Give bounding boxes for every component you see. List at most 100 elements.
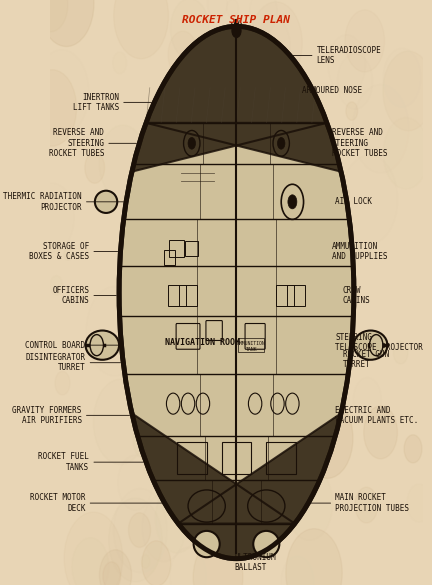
Text: STORAGE OF
BOXES & CASES: STORAGE OF BOXES & CASES xyxy=(29,242,89,261)
Text: TELERADIOSCOPE
LENS: TELERADIOSCOPE LENS xyxy=(317,46,381,66)
Circle shape xyxy=(30,183,74,252)
Circle shape xyxy=(118,455,153,510)
Bar xyxy=(164,250,175,264)
Text: AMMUNITION
TANK: AMMUNITION TANK xyxy=(237,341,266,352)
Bar xyxy=(177,442,206,474)
Circle shape xyxy=(281,556,314,585)
Circle shape xyxy=(140,233,187,308)
Text: MAIN ROCKET
PROJECTION TUBES: MAIN ROCKET PROJECTION TUBES xyxy=(335,493,409,513)
Bar xyxy=(185,241,198,256)
Text: STEERING
TELESCOPE PROJECTOR: STEERING TELESCOPE PROJECTOR xyxy=(335,332,423,352)
Circle shape xyxy=(122,207,140,235)
Circle shape xyxy=(353,377,381,422)
Circle shape xyxy=(85,152,105,183)
Text: DISINTEGRATOR
TURRET: DISINTEGRATOR TURRET xyxy=(25,353,86,373)
Bar xyxy=(276,285,294,306)
Text: AMMUNITION
AND SUPPLIES: AMMUNITION AND SUPPLIES xyxy=(331,242,387,261)
Circle shape xyxy=(193,538,243,585)
Circle shape xyxy=(195,354,229,406)
Text: ROCKET FUEL
TANKS: ROCKET FUEL TANKS xyxy=(38,452,89,472)
Circle shape xyxy=(294,322,325,370)
Ellipse shape xyxy=(119,26,354,559)
Circle shape xyxy=(90,335,103,356)
Text: REVERSE AND
STEERING
ROCKET TUBES: REVERSE AND STEERING ROCKET TUBES xyxy=(331,129,387,158)
Text: ROCKET GUN
TURRET: ROCKET GUN TURRET xyxy=(343,350,389,370)
Bar xyxy=(222,442,251,474)
Circle shape xyxy=(152,232,162,247)
Bar xyxy=(168,285,186,306)
Text: ROCKET SHIP PLAN: ROCKET SHIP PLAN xyxy=(182,15,290,26)
Circle shape xyxy=(353,85,409,173)
Bar xyxy=(179,285,197,306)
Circle shape xyxy=(206,407,216,422)
Circle shape xyxy=(174,130,233,222)
Circle shape xyxy=(99,125,147,199)
Circle shape xyxy=(142,494,185,562)
Text: ARMOURED NOSE: ARMOURED NOSE xyxy=(302,86,362,95)
Circle shape xyxy=(407,484,431,522)
Bar xyxy=(266,442,296,474)
Text: CONTROL BOARD: CONTROL BOARD xyxy=(25,340,86,350)
Bar xyxy=(287,285,305,306)
Circle shape xyxy=(302,398,353,479)
Text: CREW
CABINS: CREW CABINS xyxy=(343,285,370,305)
Circle shape xyxy=(228,373,257,419)
Ellipse shape xyxy=(95,191,117,213)
Circle shape xyxy=(218,144,261,212)
Circle shape xyxy=(114,488,167,573)
Text: AIR LOCK: AIR LOCK xyxy=(335,197,372,207)
Text: INERTRON
LIFT TANKS: INERTRON LIFT TANKS xyxy=(73,92,119,112)
Circle shape xyxy=(227,0,238,18)
Circle shape xyxy=(207,0,227,19)
Text: THERMIC RADIATION
PROJECTOR: THERMIC RADIATION PROJECTOR xyxy=(3,192,82,212)
Circle shape xyxy=(72,538,109,585)
Circle shape xyxy=(168,31,198,78)
Text: ROCKET MOTOR
DECK: ROCKET MOTOR DECK xyxy=(30,493,86,513)
Text: NAVIGATION ROOM: NAVIGATION ROOM xyxy=(165,338,241,347)
Circle shape xyxy=(142,541,171,585)
Circle shape xyxy=(267,81,288,114)
Circle shape xyxy=(168,412,208,475)
Circle shape xyxy=(258,373,308,451)
Circle shape xyxy=(55,371,70,395)
Circle shape xyxy=(393,341,408,364)
Circle shape xyxy=(154,251,175,284)
Bar xyxy=(169,240,184,257)
Circle shape xyxy=(171,0,209,59)
Circle shape xyxy=(277,137,285,149)
Circle shape xyxy=(404,435,422,463)
Circle shape xyxy=(188,137,196,149)
Circle shape xyxy=(170,548,206,585)
Circle shape xyxy=(341,155,398,244)
Circle shape xyxy=(99,550,132,585)
Ellipse shape xyxy=(354,331,388,360)
Circle shape xyxy=(156,484,199,553)
Text: GRAVITY FORMERS
AIR PURIFIERS: GRAVITY FORMERS AIR PURIFIERS xyxy=(13,405,82,425)
Ellipse shape xyxy=(86,331,119,360)
Circle shape xyxy=(256,19,290,73)
Polygon shape xyxy=(132,414,341,559)
Circle shape xyxy=(369,335,383,356)
Circle shape xyxy=(383,49,421,107)
Circle shape xyxy=(114,0,168,58)
Circle shape xyxy=(165,273,176,290)
Polygon shape xyxy=(132,26,341,171)
Circle shape xyxy=(197,496,236,557)
Circle shape xyxy=(149,113,194,184)
Circle shape xyxy=(196,164,232,220)
Circle shape xyxy=(286,529,342,585)
Circle shape xyxy=(39,0,94,46)
Circle shape xyxy=(141,555,150,568)
Circle shape xyxy=(250,0,277,33)
Circle shape xyxy=(383,51,432,130)
Circle shape xyxy=(113,52,127,74)
Text: OFFICERS
CABINS: OFFICERS CABINS xyxy=(52,285,89,305)
Circle shape xyxy=(232,23,241,37)
Circle shape xyxy=(93,379,148,464)
Circle shape xyxy=(286,467,333,541)
Circle shape xyxy=(383,118,429,189)
Circle shape xyxy=(33,0,68,32)
Circle shape xyxy=(364,406,397,459)
Circle shape xyxy=(203,136,259,225)
Circle shape xyxy=(28,70,76,146)
